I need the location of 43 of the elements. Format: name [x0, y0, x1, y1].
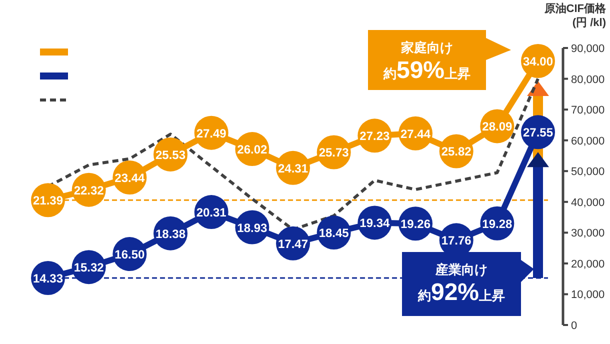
data-label: 14.33 — [32, 272, 64, 286]
data-label: 19.26 — [400, 217, 431, 232]
data-label: 27.55 — [522, 126, 554, 140]
callout: 産業向け 約92%上昇 — [402, 252, 534, 316]
data-label: 20.31 — [196, 206, 227, 220]
data-label: 25.73 — [318, 146, 350, 160]
data-label: 19.34 — [360, 216, 390, 230]
y-axis-title: 原油CIF価格 (円 /kl) — [543, 2, 607, 29]
data-label: 28.09 — [482, 120, 513, 134]
y-tick-label: 10,000 — [571, 289, 605, 302]
annotation: 約92%上昇 — [416, 279, 506, 306]
y-tick-label: 80,000 — [571, 74, 605, 86]
data-label: 24.31 — [278, 161, 308, 176]
y-tick-label: 40,000 — [571, 196, 605, 209]
data-label: 25.53 — [155, 148, 186, 162]
data-label: 17.76 — [441, 234, 472, 248]
data-label: 19.28 — [482, 216, 513, 231]
annotation: 約59%上昇 — [382, 57, 471, 84]
data-label: 15.32 — [74, 260, 104, 275]
data-label: 22.32 — [74, 183, 104, 198]
callout: 家庭向け 約59%上昇 — [368, 30, 511, 90]
y-tick-label: 60,000 — [571, 135, 605, 148]
y-tick-label: 20,000 — [571, 258, 605, 270]
data-label: 16.50 — [114, 248, 146, 262]
data-label: 18.93 — [237, 220, 268, 235]
y-tick-label: 0 — [571, 320, 578, 332]
annotation: 家庭向け — [400, 40, 453, 55]
annotation: 産業向け — [434, 262, 488, 277]
data-label: 18.45 — [318, 226, 350, 240]
data-label: 18.38 — [155, 226, 186, 241]
data-label: 21.39 — [32, 194, 64, 208]
y-tick-label: 90,000 — [571, 43, 605, 55]
data-label: 27.44 — [400, 126, 431, 141]
data-label: 34.00 — [522, 54, 554, 68]
data-label: 26.02 — [237, 142, 268, 157]
data-label: 23.44 — [114, 171, 146, 185]
data-label: 25.82 — [441, 144, 472, 159]
y-tick-label: 50,000 — [571, 166, 605, 178]
data-label: 27.49 — [196, 126, 227, 140]
data-label: 17.47 — [278, 236, 308, 251]
y-tick-label: 30,000 — [571, 228, 605, 240]
data-label: 27.23 — [360, 129, 390, 144]
y-tick-label: 70,000 — [571, 104, 605, 117]
